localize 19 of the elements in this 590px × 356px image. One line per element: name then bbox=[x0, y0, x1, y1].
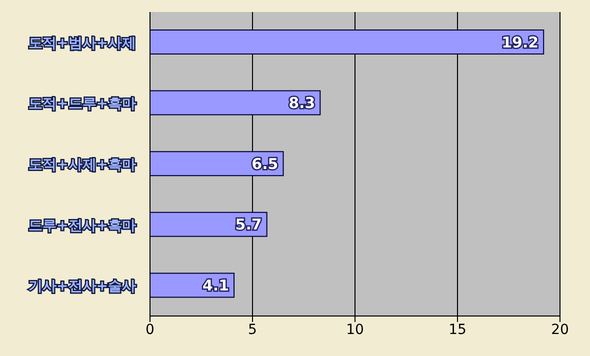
x-tick-label: 10 bbox=[346, 322, 364, 338]
data-label: 19.2 bbox=[502, 33, 539, 52]
data-label: 6.5 bbox=[252, 154, 278, 173]
y-tick-label: 드루+전사+흑마 bbox=[28, 218, 136, 234]
y-tick-label: 도적+드루+흑마 bbox=[28, 96, 136, 112]
x-tick-label: 20 bbox=[551, 322, 569, 338]
data-label: 4.1 bbox=[202, 276, 230, 295]
bar bbox=[150, 212, 268, 237]
bar bbox=[150, 151, 284, 176]
bar bbox=[150, 90, 321, 116]
data-label: 8.3 bbox=[288, 94, 316, 112]
y-tick-label: 도적+범사+사제 bbox=[28, 35, 136, 52]
x-tick-label: 15 bbox=[448, 322, 466, 338]
x-tick-label: 5 bbox=[248, 322, 257, 338]
y-tick-label: 도적+사제+흑마 bbox=[28, 157, 136, 173]
data-label: 5.7 bbox=[235, 216, 262, 234]
x-tick-label: 0 bbox=[146, 322, 154, 338]
bar bbox=[150, 30, 544, 54]
y-tick-label: 기사+전사+술사 bbox=[28, 278, 136, 295]
